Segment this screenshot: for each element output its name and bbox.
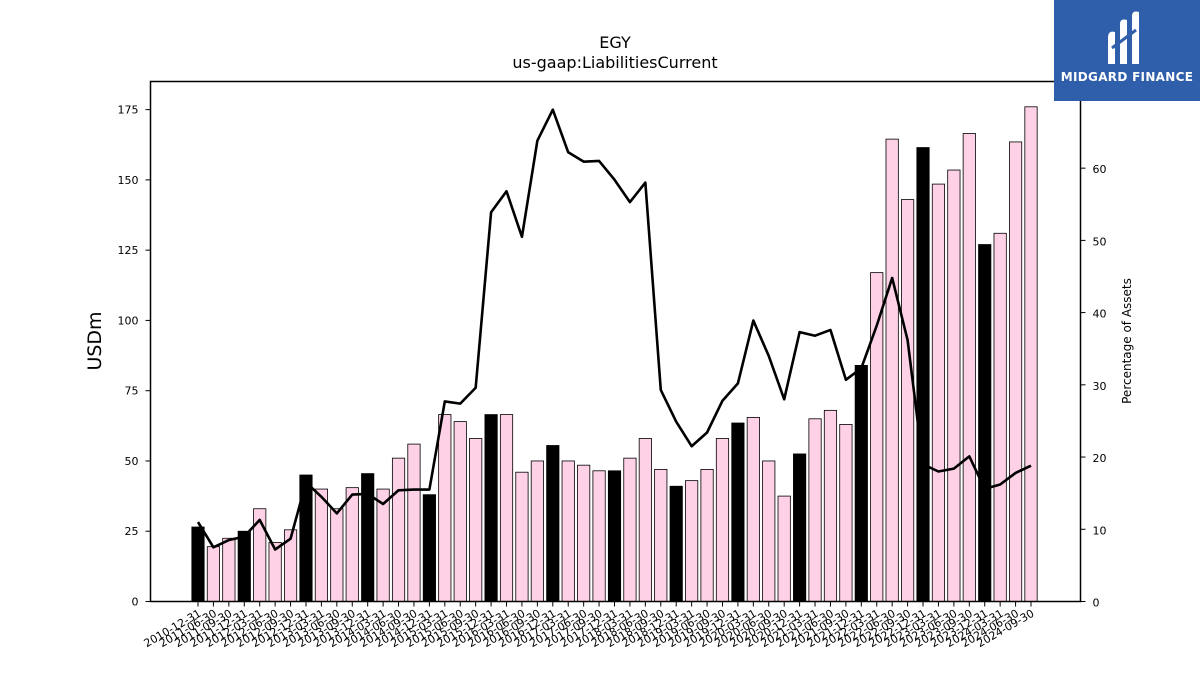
bar — [931, 183, 946, 602]
bar — [1024, 106, 1038, 602]
bar — [808, 418, 822, 602]
x-axis-ticks: 2010-12-312011-06-302011-09-302011-12-31… — [142, 601, 1037, 650]
bar — [191, 526, 205, 602]
bar — [623, 457, 637, 602]
bar — [823, 409, 838, 602]
y-axis-ticks: 0 25 50 75 100 125 150 175 — [118, 104, 151, 609]
bar — [206, 546, 220, 602]
bar — [314, 488, 328, 602]
bar — [978, 244, 992, 602]
bar — [654, 468, 668, 602]
y2-tick-label: 0 — [1093, 597, 1100, 610]
y-tick-label: 50 — [125, 455, 139, 468]
plot-frame — [149, 80, 1082, 603]
bar — [762, 460, 776, 602]
y-axis-label: USDm — [84, 311, 106, 370]
bar — [407, 443, 421, 602]
bar — [1009, 141, 1023, 602]
bar — [731, 422, 745, 602]
bar — [793, 453, 807, 602]
bar — [515, 471, 529, 602]
bar — [484, 414, 498, 602]
bar — [947, 169, 961, 602]
chart-subtitle: us-gaap:LiabilitiesCurrent — [512, 53, 717, 72]
bar — [268, 542, 282, 602]
bar — [469, 438, 483, 602]
bar — [777, 495, 791, 602]
bar — [916, 147, 930, 602]
bar — [669, 485, 683, 602]
bar — [592, 470, 606, 602]
brand-logo: MIDGARD FINANCE — [1054, 0, 1200, 101]
bar — [499, 414, 514, 602]
y2-tick-label: 20 — [1093, 452, 1107, 465]
bar — [638, 438, 652, 602]
y2-axis-ticks: 0 10 20 30 40 50 60 — [1080, 163, 1107, 610]
logo-mark-icon — [1108, 11, 1139, 65]
y-tick-label: 125 — [118, 244, 139, 257]
bar — [839, 424, 853, 602]
logo-text: MIDGARD FINANCE — [1060, 70, 1194, 84]
bar — [746, 416, 760, 602]
y2-tick-label: 30 — [1093, 380, 1107, 393]
bar — [607, 470, 622, 602]
y-tick-label: 175 — [118, 104, 139, 117]
line-series — [196, 108, 1032, 551]
y-tick-label: 75 — [125, 385, 139, 398]
y2-tick-label: 50 — [1093, 235, 1107, 248]
bar — [376, 488, 390, 602]
bar — [345, 487, 359, 602]
bar — [993, 232, 1007, 602]
bar — [237, 530, 251, 602]
bar — [222, 537, 236, 602]
y2-tick-label: 10 — [1093, 524, 1107, 537]
bar — [391, 457, 406, 602]
bar — [530, 460, 544, 602]
line-path — [196, 108, 1032, 551]
bar — [438, 414, 452, 602]
bar — [962, 133, 976, 602]
bar — [422, 494, 436, 602]
y-tick-label: 25 — [125, 525, 139, 538]
y-tick-label: 0 — [132, 596, 139, 609]
y-tick-label: 100 — [118, 314, 139, 327]
y2-tick-label: 60 — [1093, 163, 1107, 176]
bar — [577, 464, 591, 602]
bar — [885, 138, 899, 602]
bar — [854, 364, 868, 602]
bar — [330, 508, 344, 602]
bar — [685, 480, 699, 602]
bar — [453, 421, 467, 602]
y2-axis-label: Percentage of Assets — [1120, 278, 1134, 404]
bar — [700, 468, 714, 602]
chart-title: EGY — [599, 33, 631, 52]
bar — [546, 445, 560, 602]
y2-tick-label: 40 — [1093, 308, 1107, 321]
y-tick-label: 150 — [118, 174, 139, 187]
bar — [715, 438, 730, 602]
bar — [901, 199, 915, 602]
bar — [561, 460, 575, 602]
